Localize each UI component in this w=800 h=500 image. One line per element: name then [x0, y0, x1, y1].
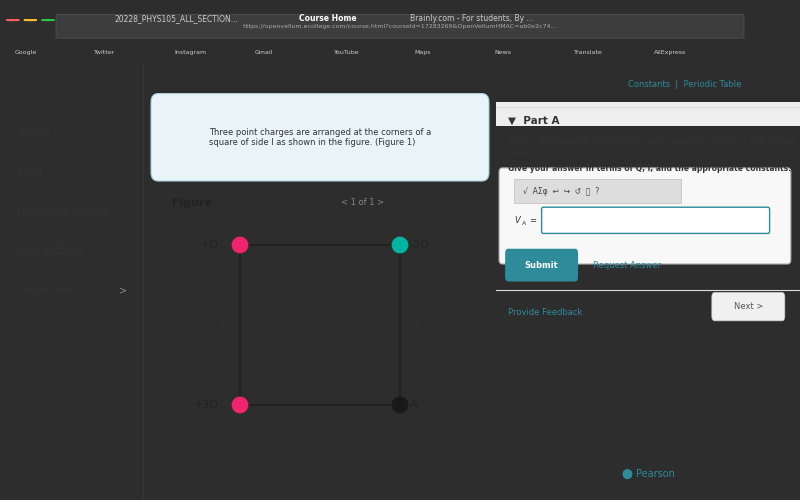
Text: √  AΣφ  ↩  ↪  ↺  ⬜  ?: √ AΣφ ↩ ↪ ↺ ⬜ ?: [523, 187, 600, 196]
Text: Three point charges are arranged at the corners of a
square of side l as shown i: Three point charges are arranged at the …: [209, 128, 431, 147]
Text: >: >: [118, 285, 126, 295]
Text: Scores: Scores: [18, 128, 50, 138]
Text: V: V: [514, 216, 520, 225]
Text: Course Home: Course Home: [299, 14, 357, 24]
Text: l: l: [221, 320, 224, 330]
Text: +Q: +Q: [201, 240, 219, 250]
Text: Request Answer: Request Answer: [594, 261, 662, 270]
Text: Submit: Submit: [525, 261, 558, 270]
Text: -2Q: -2Q: [410, 240, 430, 250]
Text: Next >: Next >: [734, 302, 763, 312]
Text: Google: Google: [14, 50, 37, 55]
Text: ⬤ Pearson: ⬤ Pearson: [622, 468, 674, 479]
Circle shape: [392, 398, 408, 412]
Text: https://openvellum.ecollege.com/course.html?courseId=17283269&OpenVellumHMAC=ab0: https://openvellum.ecollege.com/course.h…: [242, 24, 558, 28]
Text: eText: eText: [18, 167, 43, 177]
FancyBboxPatch shape: [505, 248, 578, 282]
Circle shape: [392, 238, 408, 252]
Text: User Settings: User Settings: [18, 246, 82, 256]
Text: Document Sharing: Document Sharing: [18, 206, 109, 216]
Circle shape: [232, 238, 248, 252]
Text: Brainly.com - For students, By ...: Brainly.com - For students, By ...: [410, 14, 534, 24]
Bar: [514, 179, 682, 203]
FancyBboxPatch shape: [56, 14, 744, 38]
Text: l: l: [416, 320, 419, 330]
FancyBboxPatch shape: [151, 94, 489, 181]
Text: A: A: [410, 400, 418, 410]
Text: =: =: [530, 216, 537, 225]
Text: l: l: [318, 220, 322, 230]
Text: YouTube: YouTube: [334, 50, 360, 55]
Text: < 1 of 1 >: < 1 of 1 >: [341, 198, 384, 207]
FancyBboxPatch shape: [499, 168, 791, 264]
Text: Instagram: Instagram: [174, 50, 206, 55]
Text: Twitter: Twitter: [94, 50, 116, 55]
Text: A: A: [522, 222, 526, 226]
Text: AliExpress: AliExpress: [654, 50, 686, 55]
Text: Give your answer in terms of Q, l, and the appropriate constants.: Give your answer in terms of Q, l, and t…: [508, 164, 791, 172]
Text: +3Q: +3Q: [194, 400, 219, 410]
Bar: [496, 102, 800, 126]
FancyBboxPatch shape: [712, 292, 785, 321]
Text: Provide Feedback: Provide Feedback: [508, 308, 582, 316]
Text: Translate: Translate: [574, 50, 603, 55]
Circle shape: [232, 398, 248, 412]
Text: Figure: Figure: [172, 198, 212, 208]
FancyBboxPatch shape: [542, 207, 770, 234]
Text: Course Tools: Course Tools: [18, 285, 78, 295]
Text: Constants  |  Periodic Table: Constants | Periodic Table: [628, 80, 741, 90]
Text: l: l: [318, 420, 322, 430]
Text: 20228_PHYS105_ALL_SECTION...: 20228_PHYS105_ALL_SECTION...: [114, 14, 238, 24]
Text: Gmail: Gmail: [254, 50, 273, 55]
Text: Maps: Maps: [414, 50, 431, 55]
Text: News: News: [494, 50, 511, 55]
Text: What is the potential at the fourth corner (point A), taking V = 0 at a great di: What is the potential at the fourth corn…: [508, 138, 796, 156]
Text: ▼  Part A: ▼ Part A: [508, 116, 560, 126]
